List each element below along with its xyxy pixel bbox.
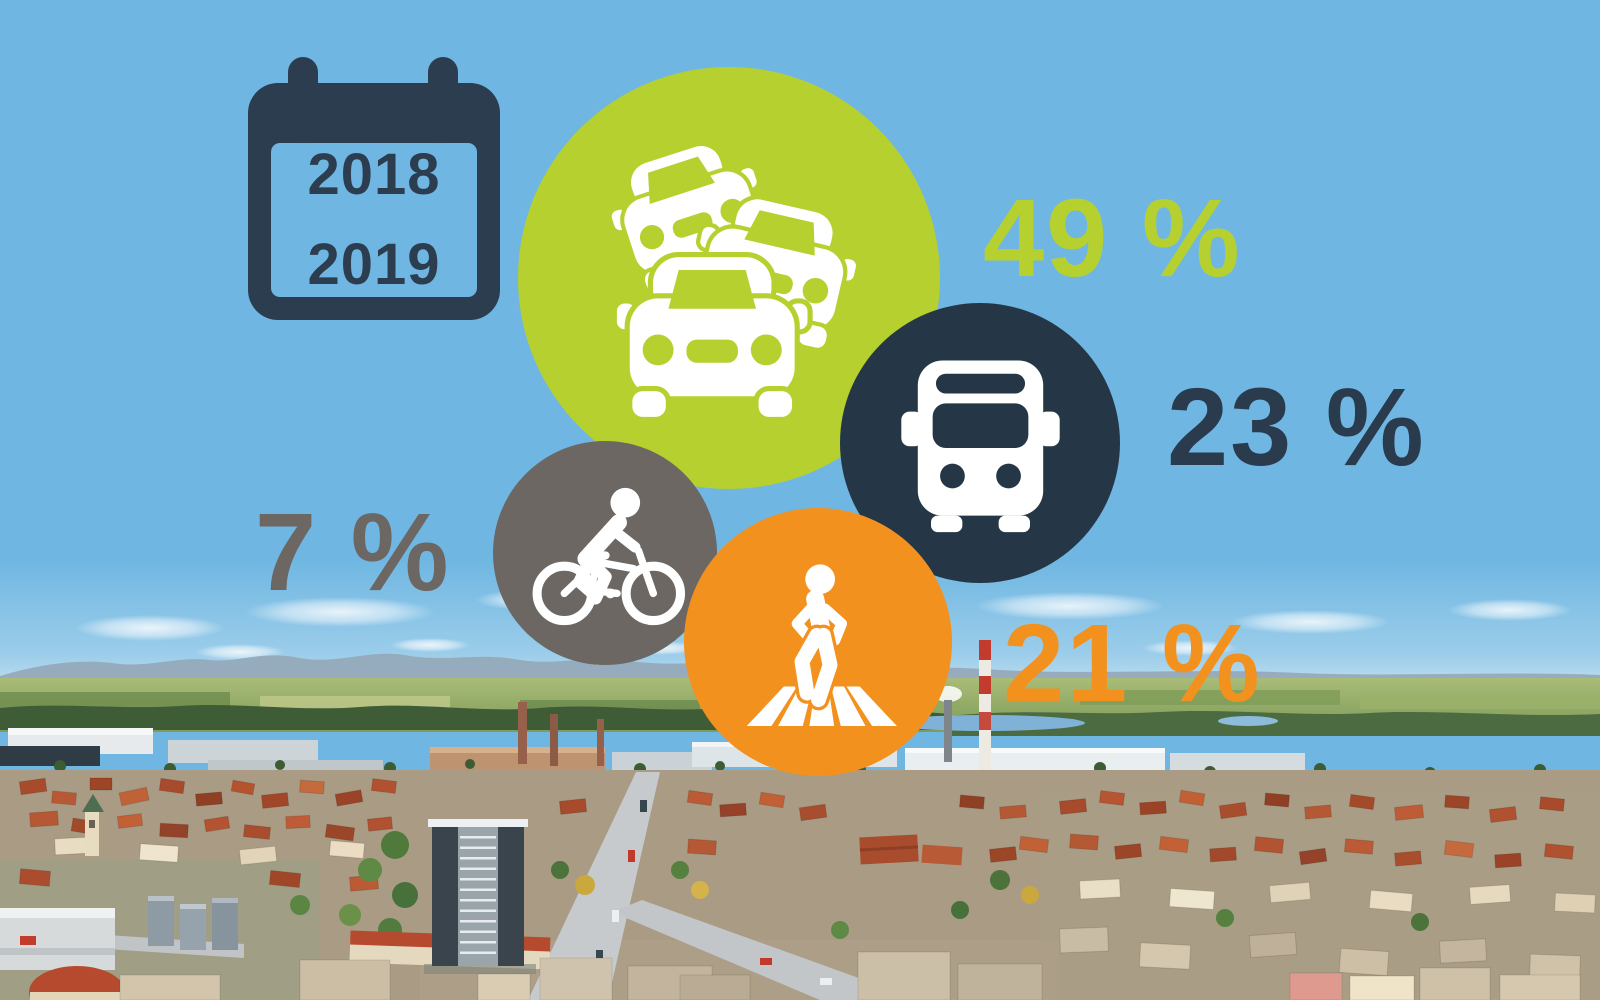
bike-share-bubble bbox=[493, 441, 717, 665]
trees bbox=[290, 831, 1429, 942]
brick-chimney bbox=[550, 714, 558, 766]
roof-cluster-left bbox=[18, 777, 398, 892]
church-tower bbox=[82, 794, 104, 856]
tower-block bbox=[424, 819, 536, 974]
cyclist-icon bbox=[532, 487, 685, 626]
city-aerial-photo bbox=[0, 560, 1600, 1000]
striped-chimney bbox=[979, 640, 991, 780]
calendar-ring-icon bbox=[428, 57, 458, 137]
traffic-jam-cars-icon bbox=[607, 141, 861, 418]
calendar-year-bottom: 2019 bbox=[307, 232, 441, 297]
walking-person bbox=[790, 563, 847, 710]
panel-blocks bbox=[148, 896, 238, 950]
pond bbox=[1218, 716, 1278, 726]
brick-chimney bbox=[597, 719, 604, 766]
round-building bbox=[29, 966, 125, 1000]
pedestrian-crosswalk-icon bbox=[746, 563, 897, 726]
car-share-bubble bbox=[518, 67, 940, 489]
gray-chimney bbox=[944, 700, 952, 762]
bottom-buildings bbox=[119, 951, 1581, 1000]
brick-chimney bbox=[518, 702, 527, 764]
industrial-zone bbox=[0, 640, 1546, 780]
roof-cluster-center bbox=[558, 789, 1050, 863]
walk-share-bubble bbox=[684, 508, 952, 776]
mall-building bbox=[0, 908, 115, 970]
town bbox=[0, 770, 1600, 1000]
calendar-page: 2018 2019 bbox=[271, 143, 477, 297]
bike-share-label: 7 % bbox=[255, 491, 451, 614]
calendar-body: 2018 2019 bbox=[248, 83, 500, 320]
calendar-year-top: 2018 bbox=[307, 142, 441, 207]
walk-share-label: 21 % bbox=[1003, 602, 1262, 725]
car-share-label: 49 % bbox=[983, 177, 1242, 300]
bus-icon bbox=[900, 360, 1060, 533]
red-roof-building bbox=[859, 834, 919, 865]
calendar-ring-icon bbox=[288, 57, 318, 137]
roof-cluster-right bbox=[1058, 789, 1596, 981]
bus-share-label: 23 % bbox=[1167, 366, 1426, 489]
calendar-icon: 2018 2019 bbox=[248, 57, 500, 320]
